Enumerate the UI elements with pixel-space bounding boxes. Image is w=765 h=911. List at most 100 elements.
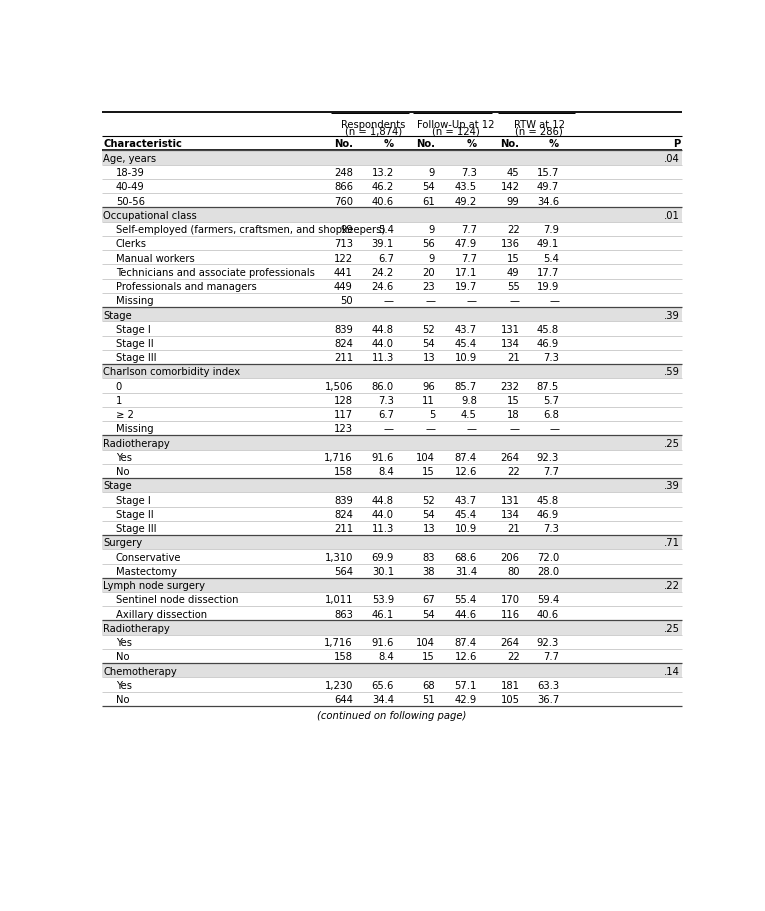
Text: 824: 824: [334, 339, 353, 349]
Text: 38: 38: [422, 567, 435, 577]
Text: 6.7: 6.7: [378, 410, 394, 420]
Text: RTW at 12: RTW at 12: [514, 119, 565, 129]
Text: 7.3: 7.3: [378, 395, 394, 405]
Text: 181: 181: [500, 681, 519, 691]
Text: 61: 61: [422, 197, 435, 206]
Text: 13: 13: [422, 353, 435, 363]
Text: 206: 206: [500, 552, 519, 562]
Text: 54: 54: [422, 182, 435, 192]
Text: 264: 264: [500, 453, 519, 463]
Text: 50: 50: [340, 296, 353, 306]
Text: 87.4: 87.4: [455, 638, 477, 648]
Text: 123: 123: [334, 424, 353, 434]
Text: 6.8: 6.8: [543, 410, 559, 420]
Text: 7.7: 7.7: [461, 225, 477, 235]
Text: 15: 15: [422, 651, 435, 661]
Text: 99: 99: [340, 225, 353, 235]
Text: 46.9: 46.9: [537, 339, 559, 349]
Text: Charlson comorbidity index: Charlson comorbidity index: [103, 367, 240, 377]
Text: 4.5: 4.5: [461, 410, 477, 420]
Text: 1,011: 1,011: [324, 595, 353, 605]
Text: 65.6: 65.6: [372, 681, 394, 691]
Text: 51: 51: [422, 694, 435, 704]
Text: 44.8: 44.8: [372, 496, 394, 505]
Text: 9: 9: [428, 253, 435, 263]
Text: 53.9: 53.9: [372, 595, 394, 605]
Text: 105: 105: [500, 694, 519, 704]
Text: 36.7: 36.7: [537, 694, 559, 704]
Text: Chemotherapy: Chemotherapy: [103, 666, 177, 676]
Text: 9.8: 9.8: [461, 395, 477, 405]
Text: 9: 9: [428, 168, 435, 178]
Text: 8.4: 8.4: [378, 651, 394, 661]
Text: 67: 67: [422, 595, 435, 605]
Text: —: —: [425, 424, 435, 434]
Text: 92.3: 92.3: [537, 638, 559, 648]
Text: Follow-Up at 12: Follow-Up at 12: [417, 119, 495, 129]
Text: 96: 96: [422, 382, 435, 392]
Text: Yes: Yes: [116, 681, 132, 691]
Text: Missing: Missing: [116, 296, 154, 306]
Text: 9: 9: [428, 225, 435, 235]
Text: 92.3: 92.3: [537, 453, 559, 463]
Text: 21: 21: [506, 524, 519, 534]
Text: .25: .25: [664, 623, 680, 633]
Text: Respondents: Respondents: [341, 119, 405, 129]
Text: 91.6: 91.6: [372, 638, 394, 648]
Text: 760: 760: [334, 197, 353, 206]
Text: Stage III: Stage III: [116, 353, 156, 363]
Text: 158: 158: [334, 651, 353, 661]
Text: —: —: [549, 424, 559, 434]
Text: 5.4: 5.4: [543, 253, 559, 263]
Text: 28.0: 28.0: [537, 567, 559, 577]
Text: (n = 1,874): (n = 1,874): [345, 127, 402, 137]
Text: 104: 104: [416, 453, 435, 463]
Text: Manual workers: Manual workers: [116, 253, 194, 263]
Text: 46.9: 46.9: [537, 509, 559, 519]
Text: 52: 52: [422, 496, 435, 505]
Text: 47.9: 47.9: [454, 239, 477, 249]
Text: 211: 211: [334, 524, 353, 534]
Text: 1: 1: [116, 395, 122, 405]
Text: 232: 232: [500, 382, 519, 392]
Text: 45: 45: [507, 168, 519, 178]
Text: 10.9: 10.9: [454, 524, 477, 534]
Text: 11.3: 11.3: [372, 353, 394, 363]
Text: 56: 56: [422, 239, 435, 249]
Text: 54: 54: [422, 609, 435, 619]
Text: 17.7: 17.7: [537, 268, 559, 278]
Bar: [102, 435, 682, 450]
Text: 46.2: 46.2: [372, 182, 394, 192]
Text: 10.9: 10.9: [454, 353, 477, 363]
Text: 80: 80: [507, 567, 519, 577]
Text: 40.6: 40.6: [372, 197, 394, 206]
Text: 45.8: 45.8: [537, 496, 559, 505]
Text: Age, years: Age, years: [103, 154, 157, 164]
Text: .22: .22: [664, 580, 680, 590]
Text: 55.4: 55.4: [454, 595, 477, 605]
Text: 50-56: 50-56: [116, 197, 145, 206]
Text: 136: 136: [500, 239, 519, 249]
Text: No.: No.: [500, 139, 519, 149]
Text: 449: 449: [334, 281, 353, 292]
Text: 264: 264: [500, 638, 519, 648]
Text: —: —: [509, 424, 519, 434]
Text: 22: 22: [506, 651, 519, 661]
Text: Stage II: Stage II: [116, 509, 154, 519]
Text: 49.1: 49.1: [537, 239, 559, 249]
Text: 0: 0: [116, 382, 122, 392]
Text: 19.7: 19.7: [454, 281, 477, 292]
Text: 12.6: 12.6: [454, 651, 477, 661]
Text: —: —: [384, 296, 394, 306]
Text: .01: .01: [664, 210, 680, 220]
Text: 40.6: 40.6: [537, 609, 559, 619]
Bar: [102, 364, 682, 379]
Text: Conservative: Conservative: [116, 552, 181, 562]
Text: P: P: [672, 139, 680, 149]
Text: Stage III: Stage III: [116, 524, 156, 534]
Text: 116: 116: [500, 609, 519, 619]
Text: 104: 104: [416, 638, 435, 648]
Text: No.: No.: [416, 139, 435, 149]
Text: —: —: [467, 424, 477, 434]
Text: 87.4: 87.4: [455, 453, 477, 463]
